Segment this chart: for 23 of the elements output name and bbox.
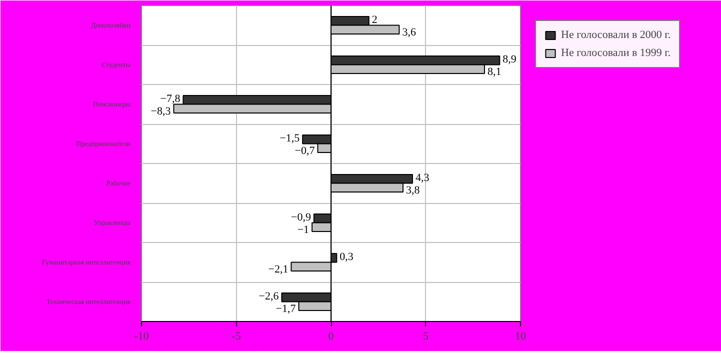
x-tick-label: 0 [328,330,334,342]
data-label: −1,7 [276,303,296,316]
data-label: 8,9 [502,53,517,66]
x-tick-label: 10 [515,330,526,342]
data-label: 4,3 [415,172,430,184]
data-label: −1,5 [280,132,300,144]
data-label: 2 [372,14,378,26]
data-label: −2,1 [268,264,288,276]
data-label: −8,3 [150,106,172,118]
x-tick-label: 5 [423,330,429,342]
x-tick-label: -10 [134,330,150,342]
data-label: −0,9 [290,211,312,224]
data-label: 8,1 [487,66,502,78]
data-label: −7,8 [160,92,181,105]
legend-label: Не голосовали в 1999 г. [561,47,671,59]
data-label: 0,3 [340,250,354,263]
legend-label: Не голосовали в 2000 г. [561,29,671,41]
data-label: −2,6 [258,290,280,302]
data-label: 3,6 [402,26,416,39]
data-label: −0,7 [294,145,316,158]
x-tick-label: -5 [232,330,242,342]
data-label: 3,8 [406,184,420,197]
data-label: −1 [297,224,310,236]
